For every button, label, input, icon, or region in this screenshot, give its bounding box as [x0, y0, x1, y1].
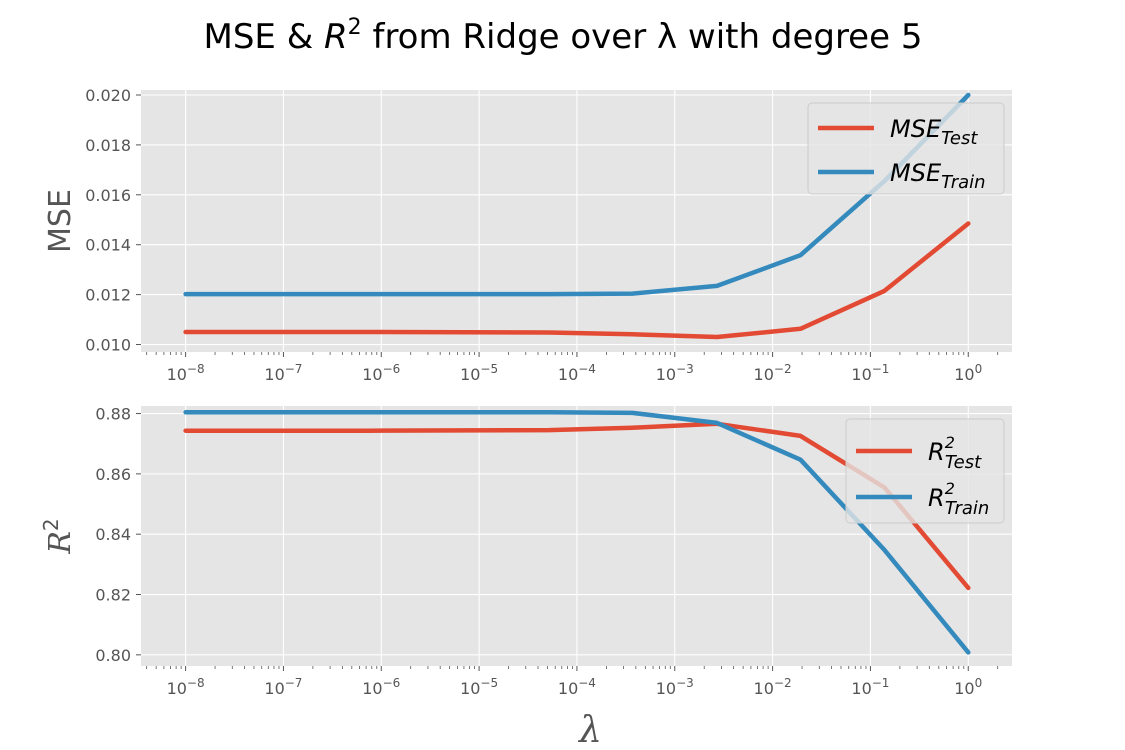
y-axis-label: MSE — [43, 189, 78, 253]
y-tick-label: 0.014 — [85, 236, 131, 255]
x-tick-label: 10−5 — [460, 676, 498, 698]
x-tick-label: 10−4 — [558, 362, 596, 384]
y-tick-label: 0.018 — [85, 136, 131, 155]
y-tick-label: 0.80 — [95, 646, 131, 665]
y-tick-label: 0.84 — [95, 525, 131, 544]
series-line-test — [183, 221, 971, 340]
y-tick-label: 0.88 — [95, 405, 131, 424]
y-tick-label: 0.020 — [85, 86, 131, 105]
figure-title: MSE & R2 from Ridge over λ with degree 5 — [204, 15, 923, 57]
x-axis-label: λ — [577, 710, 602, 750]
x-tick-label: 100 — [954, 676, 982, 698]
x-tick-label: 10−6 — [362, 676, 400, 698]
y-axis-label: R2 — [39, 518, 78, 554]
legend-label: R2 Train — [928, 479, 989, 519]
legend: R2 Test R2 Train — [845, 418, 1005, 524]
x-tick-label: 10−8 — [167, 362, 205, 384]
series-line-train — [183, 410, 971, 655]
x-tick-label: 10−3 — [656, 362, 694, 384]
y-tick-label: 0.010 — [85, 336, 131, 355]
x-tick-label: 10−6 — [362, 362, 400, 384]
legend-label: R2 Test — [928, 433, 982, 473]
legend-label: MSETrain — [890, 159, 986, 193]
x-tick-label: 10−2 — [754, 676, 792, 698]
legend-label: MSETest — [890, 115, 978, 149]
x-tick-label: 10−2 — [754, 362, 792, 384]
x-tick-label: 10−5 — [460, 362, 498, 384]
x-tick-label: 10−3 — [656, 676, 694, 698]
x-tick-label: 10−1 — [851, 676, 889, 698]
x-tick-label: 10−7 — [264, 676, 302, 698]
y-tick-label: 0.86 — [95, 465, 131, 484]
y-tick-label: 0.012 — [85, 286, 131, 305]
x-tick-label: 100 — [954, 362, 982, 384]
r2-panel: 10−8 10−7 10−6 10−5 10−4 10−3 10−2 10−1 100 0.80 0… — [39, 405, 1012, 750]
x-tick-label: 10−7 — [264, 362, 302, 384]
y-tick-label: 0.016 — [85, 186, 131, 205]
x-tick-label: 10−8 — [167, 676, 205, 698]
x-tick-label: 10−1 — [851, 362, 889, 384]
x-tick-label: 10−4 — [558, 676, 596, 698]
y-tick-label: 0.82 — [95, 586, 131, 605]
mse-panel: 10−8 10−7 10−6 10−5 10−4 10−3 10−2 10−1 100 0.010… — [43, 86, 1012, 384]
legend: MSETest MSETrain — [807, 102, 1005, 195]
